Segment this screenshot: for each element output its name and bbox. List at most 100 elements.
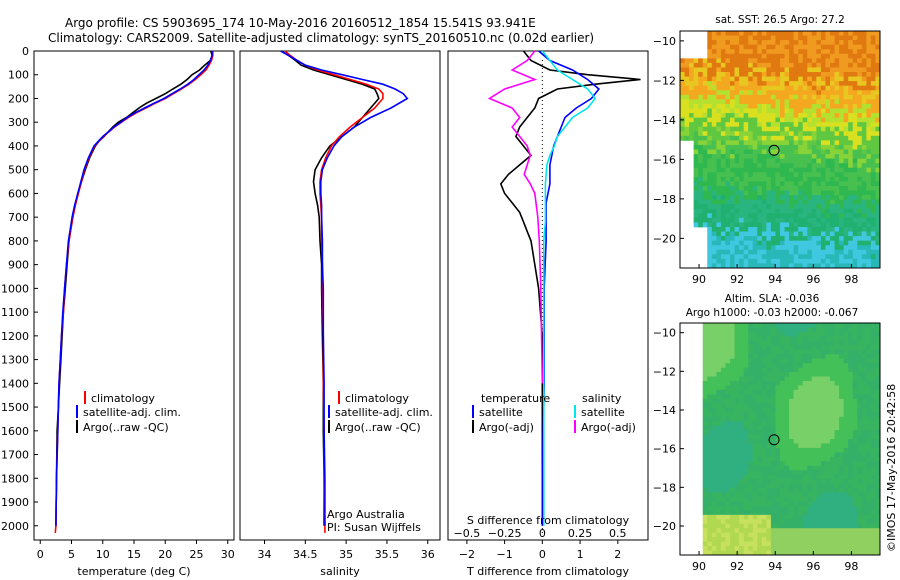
map-cell [716,430,722,435]
map-cell [780,421,785,427]
map-cell [816,31,822,36]
map-cell [870,49,876,55]
map-cell [852,327,858,333]
map-cell [802,354,808,360]
map-cell [820,505,826,511]
temperature-legend: climatology satellite-adj. clim. Argo(..… [76,391,181,434]
map-cell [716,336,722,342]
map-cell [680,108,685,114]
map-cell [770,546,776,551]
map-cell [725,172,731,178]
map-cell [757,53,763,59]
map-cell [743,226,749,232]
map-cell [798,240,804,246]
map-cell [748,94,754,100]
map-cell [761,470,767,476]
map-cell [748,425,754,431]
map-cell [730,461,735,467]
map-cell [707,135,713,141]
map-cell [811,44,817,50]
map-cell [875,263,881,269]
map-cell [775,44,781,50]
map-cell [780,327,785,333]
map-cell [843,208,849,214]
map-cell [780,385,785,391]
map-cell [734,470,740,476]
map-cell [757,416,763,422]
map-cell [848,403,854,409]
map-cell [702,90,708,96]
map-cell [830,537,835,543]
map-cell [716,185,722,191]
map-cell [830,492,835,498]
map-cell [730,439,735,444]
map-cell [725,488,731,493]
map-cell [843,240,849,246]
map-cell [798,461,804,467]
map-cell [770,76,776,82]
map-cell [734,67,740,73]
map-cell [707,461,713,467]
map-cell [789,447,795,453]
map-cell [784,363,790,369]
map-cell [816,190,822,196]
map-cell [843,167,849,173]
map-cell [680,49,685,55]
depth-tick-label: 1000 [1,282,29,295]
map-cell [839,76,845,82]
map-cell [811,376,817,382]
map-cell [839,140,845,146]
map-cell [839,519,845,525]
map-cell [843,367,849,373]
map-cell [834,199,840,205]
map-cell [711,231,717,237]
map-cell [684,131,690,137]
map-cell [702,122,708,128]
map-cell [848,85,854,91]
map-cell [789,40,795,46]
map-cell [802,140,808,146]
map-cell [807,336,813,342]
map-cell [834,258,840,264]
map-cell [784,541,790,547]
map-cell [866,90,872,96]
salinity-tick-label: 34.5 [293,548,318,561]
map-cell [734,154,740,160]
lon-tick-label: 98 [844,560,858,573]
map-cell [793,497,799,502]
map-cell [875,465,881,471]
map-cell [816,131,822,137]
map-cell [866,226,872,232]
map-cell [798,154,804,160]
map-cell [861,140,867,146]
map-cell [748,492,754,498]
map-cell [784,425,790,431]
map-cell [857,385,863,391]
map-cell [843,131,849,137]
map-cell [843,190,849,196]
map-cell [870,44,876,50]
map-cell [816,519,822,525]
map-cell [707,94,713,100]
map-cell [734,85,740,91]
map-cell [725,44,731,50]
map-cell [716,167,722,173]
map-cell [843,497,849,502]
map-cell [720,176,726,182]
map-cell [830,501,835,507]
map-cell [743,31,749,36]
map-cell [707,327,713,333]
map-cell [684,76,690,82]
map-cell [752,190,758,196]
map-cell [784,340,790,346]
map-cell [875,385,881,391]
map-cell [866,465,872,471]
map-cell [720,40,726,46]
map-cell [807,416,813,422]
map-cell [839,501,845,507]
map-cell [757,456,763,462]
map-cell [766,425,772,431]
map-cell [825,434,831,440]
map-cell [825,231,831,237]
map-cell [825,483,831,489]
